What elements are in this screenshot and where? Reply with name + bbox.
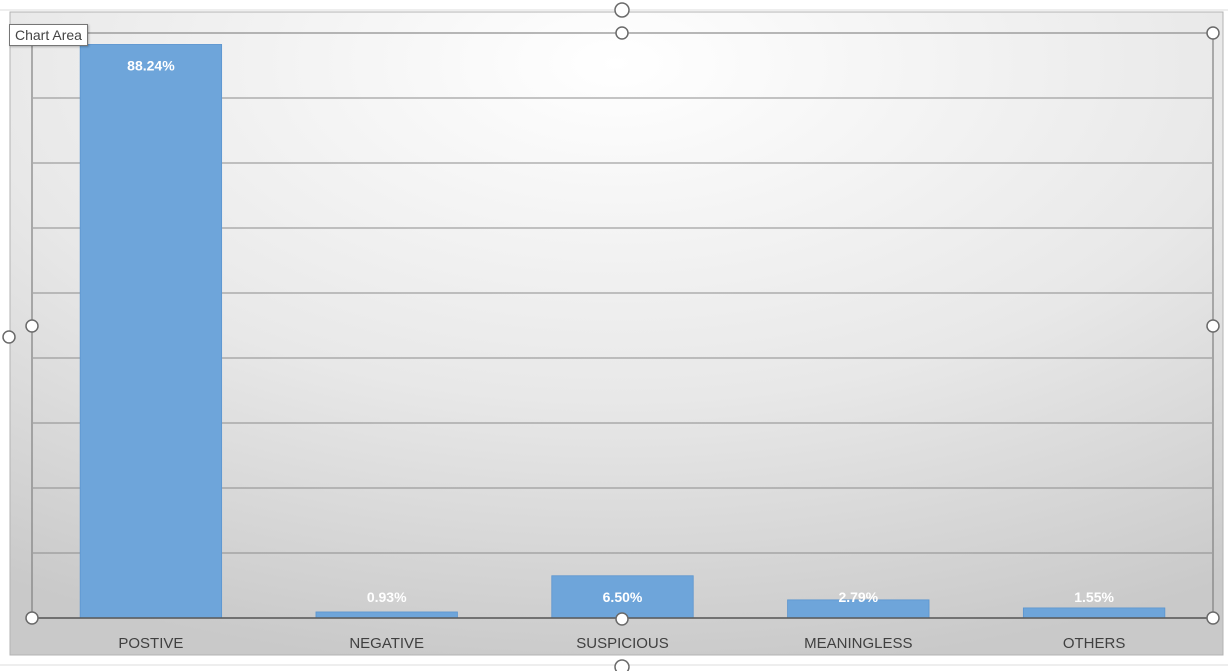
handle-middle-right[interactable]	[1206, 319, 1220, 333]
data-label-others: 1.55%	[1074, 589, 1114, 605]
chart-area-tooltip: Chart Area	[9, 24, 88, 46]
bar-postive[interactable]	[79, 44, 223, 619]
tick-label-others: OTHERS	[1063, 635, 1126, 652]
bars	[79, 44, 1166, 619]
data-label-postive: 88.24%	[127, 57, 175, 73]
tick-label-suspicious: SUSPICIOUS	[576, 635, 669, 652]
tick-label-meaningless: MEANINGLESS	[804, 635, 912, 652]
handle-bottom-center[interactable]	[615, 612, 629, 626]
handle-bottom-left[interactable]	[25, 611, 39, 625]
bar-others[interactable]	[1022, 607, 1166, 619]
data-label-suspicious: 6.50%	[603, 589, 643, 605]
tick-label-negative: NEGATIVE	[349, 635, 424, 652]
handle-outer-bottom[interactable]	[614, 659, 630, 671]
gridlines	[33, 32, 1212, 554]
handle-top-right[interactable]	[1206, 26, 1220, 40]
bar-suspicious[interactable]	[551, 575, 694, 619]
handle-top-center[interactable]	[615, 26, 629, 40]
handle-outer-top[interactable]	[614, 2, 630, 18]
data-labels: 88.24% 0.93% 6.50% 2.79% 1.55%	[127, 57, 1114, 605]
handle-bottom-right[interactable]	[1206, 611, 1220, 625]
sheet-gridlines	[0, 9, 1228, 666]
category-tick-labels: POSTIVE NEGATIVE SUSPICIOUS MEANINGLESS OTHE…	[118, 635, 1125, 652]
tick-label-postive: POSTIVE	[118, 635, 183, 652]
handle-middle-left[interactable]	[25, 319, 39, 333]
data-label-negative: 0.93%	[367, 589, 407, 605]
data-label-meaningless: 2.79%	[838, 589, 878, 605]
bar-negative[interactable]	[315, 611, 458, 619]
handle-outer-left[interactable]	[2, 330, 16, 344]
